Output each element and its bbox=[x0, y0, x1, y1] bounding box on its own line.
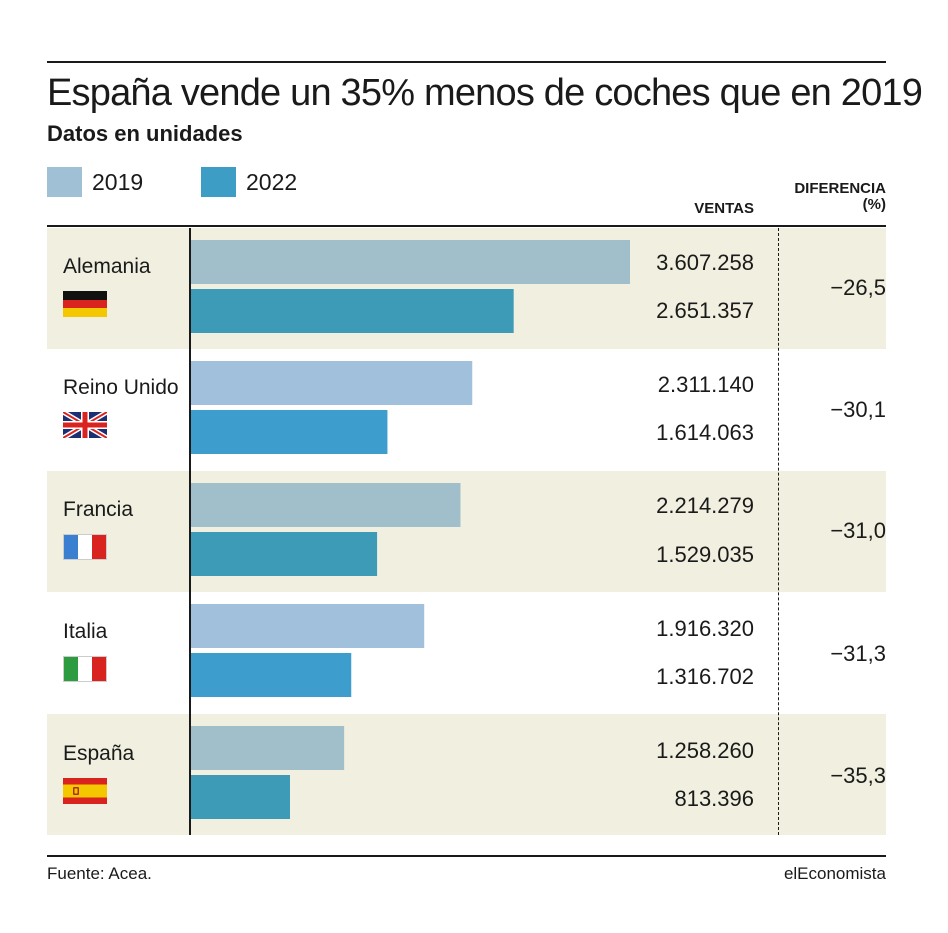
top-rule bbox=[47, 61, 886, 63]
ventas-header: VENTAS bbox=[694, 200, 754, 217]
bar-reino-unido-2022 bbox=[191, 410, 388, 454]
diferencia-header-line2: (%) bbox=[862, 196, 886, 213]
diferencia-separator bbox=[778, 228, 779, 835]
value-label-francia-2019: 2.214.279 bbox=[656, 493, 754, 518]
diferencia-alemania: −26,5 bbox=[830, 275, 886, 300]
country-label-francia: Francia bbox=[63, 498, 134, 521]
value-label-reino-unido-2022: 1.614.063 bbox=[656, 420, 754, 445]
diferencia-header: DIFERENCIA (%) bbox=[794, 181, 886, 213]
value-label-italia-2022: 1.316.702 bbox=[656, 664, 754, 689]
chart-subtitle: Datos en unidades bbox=[47, 121, 243, 146]
value-label-reino-unido-2019: 2.311.140 bbox=[657, 372, 754, 397]
country-label-reino-unido: Reino Unido bbox=[63, 376, 179, 399]
source-note: Fuente: Acea. bbox=[47, 864, 152, 883]
bottom-rule bbox=[47, 855, 886, 857]
legend-label-2022: 2022 bbox=[246, 168, 298, 195]
legend-label-2019: 2019 bbox=[92, 168, 144, 195]
bar-reino-unido-2019 bbox=[191, 361, 473, 405]
value-label-alemania-2019: 3.607.258 bbox=[656, 250, 754, 275]
legend-item-2019: 2019 bbox=[47, 167, 143, 197]
value-label-italia-2019: 1.916.320 bbox=[656, 616, 754, 641]
header-rule bbox=[47, 225, 886, 227]
france-flag-icon bbox=[63, 534, 107, 560]
value-label-espana-2022: 813.396 bbox=[674, 786, 754, 811]
bar-espana-2022 bbox=[191, 775, 290, 819]
diferencia-francia: −31,0 bbox=[830, 518, 886, 543]
italy-flag-icon bbox=[63, 656, 107, 682]
legend-swatch-2019 bbox=[47, 167, 82, 197]
diferencia-header-line1: DIFERENCIA bbox=[794, 180, 886, 197]
value-label-espana-2019: 1.258.260 bbox=[656, 738, 754, 763]
bar-francia-2022 bbox=[191, 532, 378, 576]
bar-alemania-2022 bbox=[191, 289, 514, 333]
brand-logo-text: elEconomista bbox=[783, 864, 886, 883]
row-band-francia bbox=[47, 471, 886, 592]
bar-italia-2019 bbox=[191, 604, 425, 648]
row-band-italia bbox=[47, 592, 886, 714]
bar-espana-2019 bbox=[191, 726, 345, 770]
value-label-alemania-2022: 2.651.357 bbox=[656, 298, 754, 323]
category-axis-line bbox=[189, 228, 191, 835]
row-band-espana bbox=[47, 714, 886, 835]
diferencia-reino-unido: −30,1 bbox=[830, 397, 886, 422]
chart-title: España vende un 35% menos de coches que … bbox=[47, 72, 923, 114]
bar-alemania-2019 bbox=[191, 240, 630, 284]
legend-item-2022: 2022 bbox=[201, 167, 297, 197]
country-label-espana: España bbox=[63, 742, 135, 765]
uk-flag-icon bbox=[63, 412, 107, 438]
spain-flag-icon bbox=[63, 778, 107, 804]
value-label-francia-2022: 1.529.035 bbox=[656, 542, 754, 567]
bar-italia-2022 bbox=[191, 653, 352, 697]
legend-swatch-2022 bbox=[201, 167, 236, 197]
bar-francia-2019 bbox=[191, 483, 461, 527]
diferencia-espana: −35,3 bbox=[830, 763, 886, 788]
germany-flag-icon bbox=[63, 291, 107, 317]
country-label-italia: Italia bbox=[63, 620, 108, 643]
diferencia-italia: −31,3 bbox=[830, 641, 886, 666]
country-label-alemania: Alemania bbox=[63, 255, 151, 278]
